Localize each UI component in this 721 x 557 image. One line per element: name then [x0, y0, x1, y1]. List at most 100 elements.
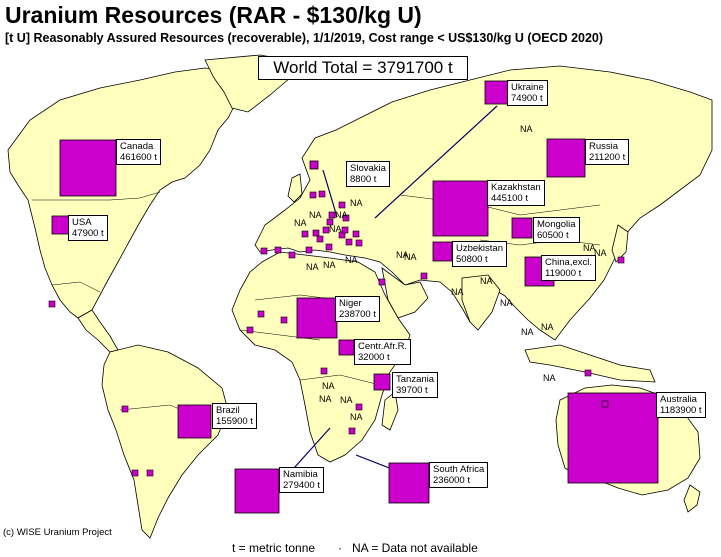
small-resource-marker — [246, 326, 254, 334]
na-label: NA — [350, 412, 363, 422]
na-label: NA — [404, 252, 417, 262]
country-value: 155900 t — [216, 416, 253, 427]
country-label: USA 47900 t — [68, 215, 108, 241]
country-name: Kazakhstan — [491, 182, 541, 193]
small-resource-marker — [355, 403, 363, 411]
country-name: Mongolia — [537, 219, 576, 230]
resource-marker-centr-afr-r — [338, 339, 355, 356]
country-name: Tanzania — [396, 374, 435, 385]
world-total-box: World Total = 3791700 t — [258, 56, 468, 80]
resource-marker-niger — [296, 297, 338, 339]
india-landmass — [461, 274, 501, 331]
country-label: Niger 238700 t — [335, 296, 380, 322]
small-resource-marker — [146, 469, 154, 477]
resource-marker-brazil — [177, 404, 212, 439]
country-label: Australia 1183900 t — [656, 392, 706, 418]
small-resource-marker — [326, 218, 334, 226]
country-value: 211200 t — [589, 152, 626, 163]
resource-marker-russia — [546, 138, 586, 178]
indonesia-landmass — [524, 344, 656, 383]
country-name: USA — [72, 217, 92, 228]
country-name: Niger — [339, 298, 362, 309]
country-value: 445100 t — [491, 193, 528, 204]
map-title: Uranium Resources (RAR - $130/kg U) — [5, 2, 422, 28]
resource-marker-namibia — [234, 468, 280, 514]
country-name: Namibia — [283, 469, 318, 480]
country-label: Brazil 155900 t — [212, 403, 257, 429]
copyright-credit: (c) WISE Uranium Project — [3, 527, 112, 538]
small-resource-marker — [584, 369, 592, 377]
na-label: NA — [583, 243, 596, 253]
na-label: NA — [541, 322, 554, 332]
na-label: NA — [396, 250, 409, 260]
small-resource-marker — [355, 239, 363, 247]
na-label: NA — [345, 255, 358, 265]
na-label: NA — [521, 327, 534, 337]
resource-marker-mongolia — [511, 217, 533, 239]
na-label: NA — [306, 262, 319, 272]
na-label: NA — [319, 394, 332, 404]
leader-line — [293, 427, 331, 469]
country-value: 119000 t — [545, 268, 582, 279]
resource-markers — [51, 80, 659, 514]
small-resource-marker — [309, 191, 317, 199]
country-value: 50800 t — [456, 254, 488, 265]
small-resource-marker — [260, 247, 268, 255]
country-name: Ukraine — [511, 82, 544, 93]
na-label: NA — [500, 298, 513, 308]
resource-marker-tanzania — [373, 373, 391, 391]
small-resource-marker — [318, 190, 326, 198]
legend-na: NA = Data not available — [352, 541, 478, 555]
country-value: 236000 t — [433, 475, 470, 486]
small-resource-marker — [420, 272, 428, 280]
small-resource-marker — [322, 226, 330, 234]
na-label: NA — [594, 248, 607, 258]
na-label: NA — [451, 287, 464, 297]
country-label: China,excl. 119000 t — [541, 255, 596, 281]
small-resource-marker — [316, 235, 324, 243]
na-label: NA — [520, 124, 533, 134]
small-resource-marker — [617, 256, 625, 264]
small-resource-marker — [601, 400, 609, 408]
great-britain-landmass — [287, 173, 303, 203]
na-label: NA — [322, 381, 335, 391]
new-zealand-landmass — [683, 484, 701, 513]
na-label: NA — [340, 395, 353, 405]
small-resource-marker — [121, 405, 129, 413]
na-label: NA — [543, 373, 556, 383]
small-resource-marker — [341, 226, 349, 234]
na-label: NA — [480, 276, 493, 286]
north-america-landmass — [7, 67, 241, 319]
small-resource-marker — [131, 469, 139, 477]
country-label: Russia 211200 t — [585, 139, 630, 165]
small-resource-marker — [352, 230, 360, 238]
country-value: 60500 t — [537, 230, 569, 241]
legend-unit: t = metric tonne — [232, 541, 316, 555]
small-resource-marker — [338, 201, 346, 209]
na-label: NA — [294, 218, 307, 228]
small-resource-marker — [305, 246, 313, 254]
country-value: 47900 t — [72, 228, 104, 239]
border-usa-mexico — [51, 281, 101, 293]
small-resource-marker — [342, 214, 350, 222]
country-value: 32000 t — [358, 352, 390, 363]
country-value: 461600 t — [120, 152, 157, 163]
na-label: NA — [350, 198, 363, 208]
country-name: Canada — [120, 141, 154, 152]
leader-line — [374, 105, 498, 219]
country-label: Canada 461600 t — [116, 139, 161, 165]
leader-lines — [293, 105, 498, 470]
small-resource-marker — [48, 300, 56, 308]
country-name: China,excl. — [545, 257, 592, 268]
small-resource-marker — [328, 211, 336, 219]
country-name: Russia — [589, 141, 619, 152]
na-label: NA — [323, 260, 336, 270]
small-resource-marker — [280, 316, 288, 324]
resource-marker-slovakia — [309, 160, 319, 170]
small-resource-marker — [345, 238, 353, 246]
na-label: NA — [335, 210, 348, 220]
small-resource-marker — [312, 229, 320, 237]
country-name: Australia — [660, 394, 697, 405]
